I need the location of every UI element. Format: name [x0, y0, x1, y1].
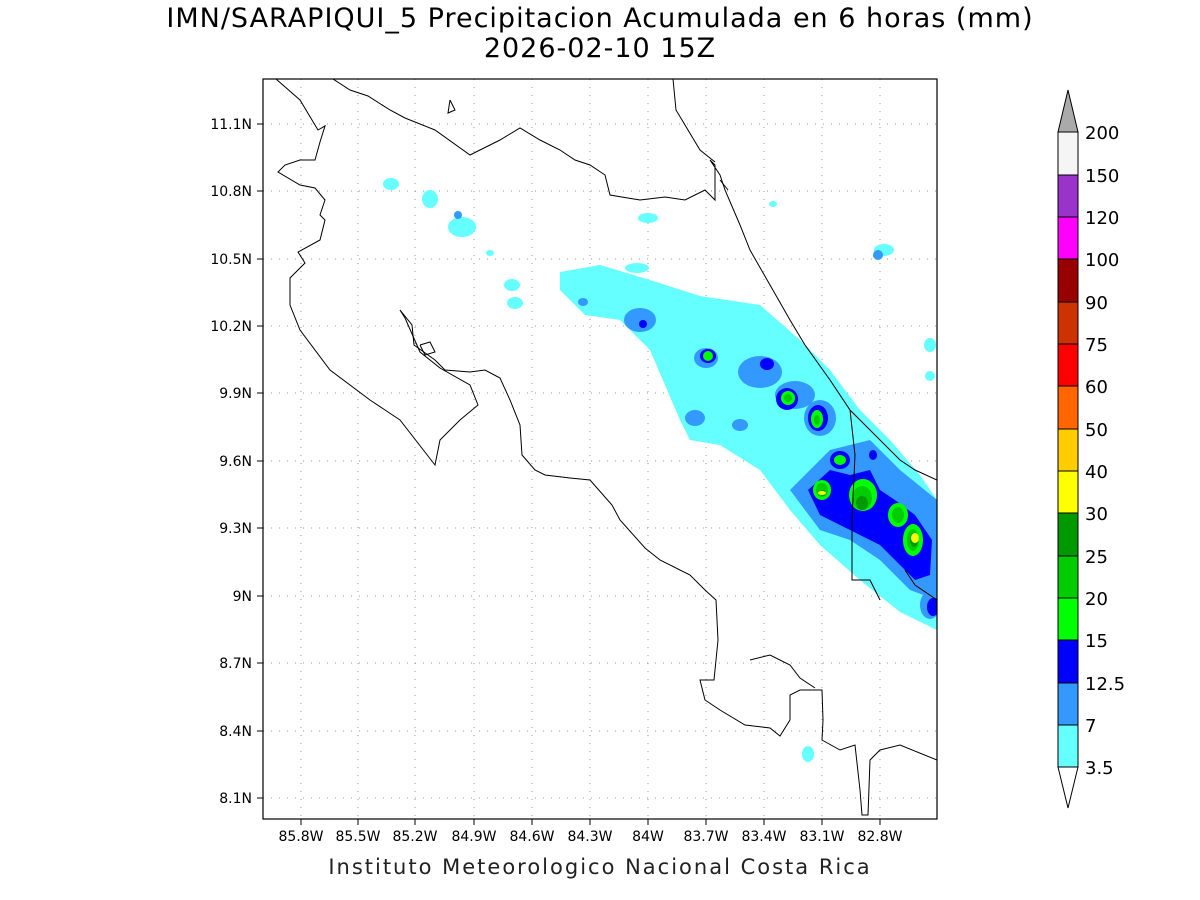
legend-label: 7: [1085, 716, 1096, 737]
legend-swatch: [1057, 216, 1079, 260]
legend-swatch: [1057, 512, 1079, 557]
legend-swatch: [1057, 682, 1079, 726]
lat-label: 9N: [233, 589, 252, 605]
legend-label: 90: [1085, 293, 1108, 314]
legend-swatch: [1057, 555, 1079, 599]
legend-label: 15: [1085, 631, 1108, 652]
color-legend: [1057, 89, 1079, 809]
lat-label: 10.8N: [210, 184, 252, 200]
precipitation-field: [383, 178, 937, 762]
lon-label: 85.2W: [392, 829, 437, 845]
legend-label: 75: [1085, 335, 1108, 356]
legend-label: 60: [1085, 377, 1108, 398]
legend-label: 120: [1085, 208, 1119, 229]
lat-labels: 11.1N 10.8N 10.5N 10.2N 9.9N 9.6N 9.3N 9…: [210, 117, 252, 807]
legend-label: 200: [1085, 123, 1119, 144]
lon-label: 83.1W: [799, 829, 844, 845]
coastlines: [275, 79, 937, 816]
lat-label: 9.3N: [219, 521, 252, 537]
legend-label: 50: [1085, 420, 1108, 441]
legend-label: 100: [1085, 250, 1119, 271]
legend-swatch: [1057, 724, 1079, 768]
lat-label: 8.7N: [219, 656, 252, 672]
legend-swatch: [1057, 470, 1079, 514]
legend-swatch: [1057, 428, 1079, 472]
legend-swatch: [1057, 131, 1079, 176]
lat-label: 10.5N: [210, 252, 252, 268]
lon-label: 82.8W: [857, 829, 902, 845]
lon-label: 85.8W: [278, 829, 323, 845]
lon-label: 85.5W: [335, 829, 380, 845]
legend-label: 40: [1085, 462, 1108, 483]
lon-label: 83.7W: [683, 829, 728, 845]
precip-12-5mm: [639, 320, 937, 616]
lon-label: 83.4W: [741, 829, 786, 845]
legend-label: 30: [1085, 504, 1108, 525]
lon-label: 84W: [632, 829, 664, 845]
lat-label: 8.1N: [219, 791, 252, 807]
legend-swatch: [1057, 597, 1079, 641]
legend-upper-arrow: [1057, 89, 1079, 133]
lon-labels: 85.8W 85.5W 85.2W 84.9W 84.6W 84.3W 84W …: [278, 829, 902, 845]
lat-label: 11.1N: [210, 117, 252, 133]
legend-swatch: [1057, 301, 1079, 345]
map-frame: [262, 78, 938, 820]
institution-footer: Instituto Meteorologico Nacional Costa R…: [328, 855, 872, 879]
lon-label: 84.3W: [567, 829, 612, 845]
lat-label: 9.6N: [219, 454, 252, 470]
legend-label: 150: [1085, 166, 1119, 187]
map-title: IMN/SARAPIQUI_5 Precipitacion Acumulada …: [166, 3, 1034, 34]
precip-3-5mm: [383, 178, 937, 762]
legend-lower-arrow: [1057, 766, 1079, 809]
legend-label: 12.5: [1085, 674, 1125, 695]
legend-swatch: [1057, 385, 1079, 430]
legend-swatch: [1057, 258, 1079, 303]
legend-label: 20: [1085, 589, 1108, 610]
precip-30mm: [818, 491, 919, 543]
lat-label: 9.9N: [219, 386, 252, 402]
map-subtitle: 2026-02-10 15Z: [483, 33, 717, 64]
legend-label: 25: [1085, 547, 1108, 568]
lon-label: 84.6W: [509, 829, 554, 845]
lat-label: 8.4N: [219, 724, 252, 740]
legend-label: 3.5: [1085, 758, 1114, 779]
legend-labels: 3.5 7 12.5 15 20 25 30 40 50 60 75 90 10…: [1085, 123, 1125, 779]
lon-label: 84.9W: [451, 829, 496, 845]
legend-swatch: [1057, 174, 1079, 218]
axis-ticks: [257, 123, 881, 825]
legend-swatch: [1057, 639, 1079, 684]
legend-swatch: [1057, 343, 1079, 387]
lat-label: 10.2N: [210, 319, 252, 335]
